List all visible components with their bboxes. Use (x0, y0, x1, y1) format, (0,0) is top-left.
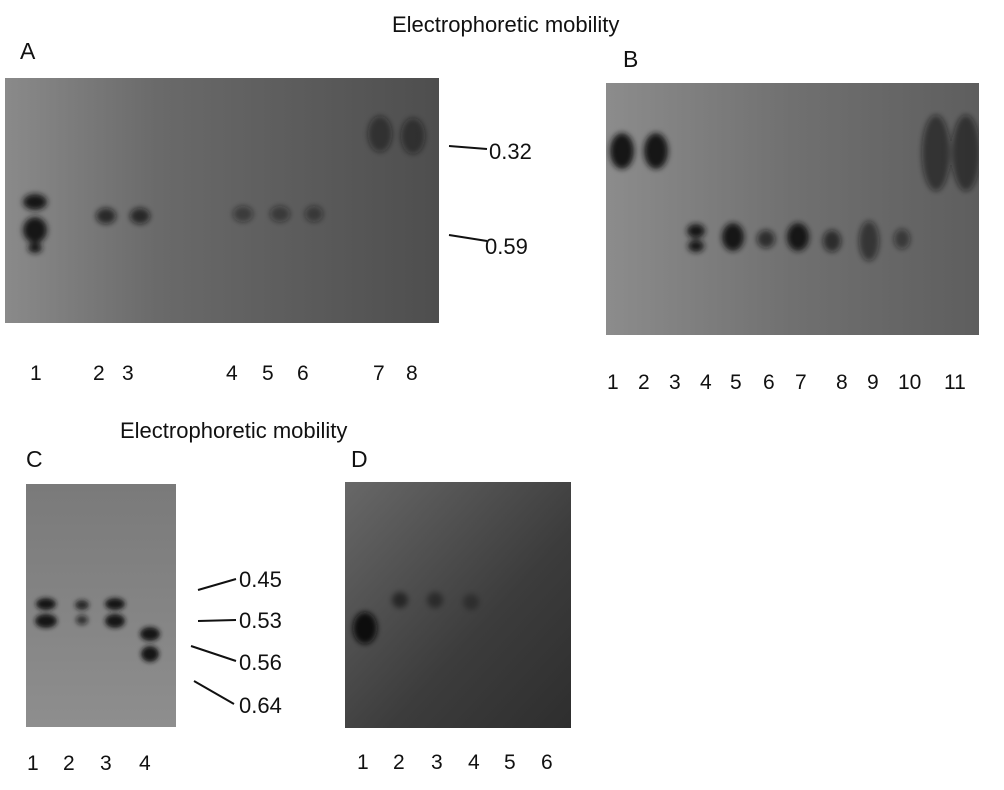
lane-label-b: 3 (669, 371, 681, 394)
gel-image-a (5, 78, 439, 323)
lane-label-b: 2 (638, 371, 650, 394)
panel-d-label: D (351, 446, 368, 472)
marker-c-3: 0.56 (239, 650, 282, 675)
lane-label-a: 2 (93, 362, 105, 385)
marker-a-1: 0.32 (489, 139, 532, 164)
lane-label-d: 1 (357, 751, 369, 774)
lane-label-a: 3 (122, 362, 134, 385)
lane-label-b: 4 (700, 371, 712, 394)
lane-label-a: 7 (373, 362, 385, 385)
lane-label-d: 6 (541, 751, 553, 774)
lane-label-a: 6 (297, 362, 309, 385)
lane-label-b: 10 (898, 371, 922, 394)
lane-label-c: 2 (63, 752, 75, 775)
panel-a-label: A (20, 38, 36, 64)
lane-label-c: 3 (100, 752, 112, 775)
lane-label-d: 2 (393, 751, 405, 774)
lane-label-b: 5 (730, 371, 742, 394)
lane-label-d: 4 (468, 751, 480, 774)
lane-label-b: 7 (795, 371, 807, 394)
lane-label-b: 8 (836, 371, 848, 394)
panel-b-label: B (623, 46, 639, 72)
lane-label-c: 4 (139, 752, 151, 775)
lane-label-a: 1 (30, 362, 42, 385)
panel-c-heading: Electrophoretic mobility (120, 418, 348, 443)
lane-label-a: 5 (262, 362, 274, 385)
gel-image-d (345, 482, 571, 728)
panel-c-label: C (26, 446, 43, 472)
panel-a-heading: Electrophoretic mobility (392, 12, 620, 37)
marker-c-2: 0.53 (239, 608, 282, 633)
lane-label-b: 11 (944, 371, 966, 394)
lane-label-b: 9 (867, 371, 879, 394)
marker-c-1: 0.45 (239, 567, 282, 592)
lane-label-d: 3 (431, 751, 443, 774)
marker-a-2: 0.59 (485, 234, 528, 259)
lane-label-a: 8 (406, 362, 418, 385)
lane-label-a: 4 (226, 362, 238, 385)
lane-label-b: 6 (763, 371, 775, 394)
lane-label-c: 1 (27, 752, 39, 775)
gel-image-c (26, 484, 176, 727)
marker-c-4: 0.64 (239, 693, 282, 718)
lane-label-d: 5 (504, 751, 516, 774)
gel-image-b (606, 83, 979, 335)
lane-label-b: 1 (607, 371, 619, 394)
